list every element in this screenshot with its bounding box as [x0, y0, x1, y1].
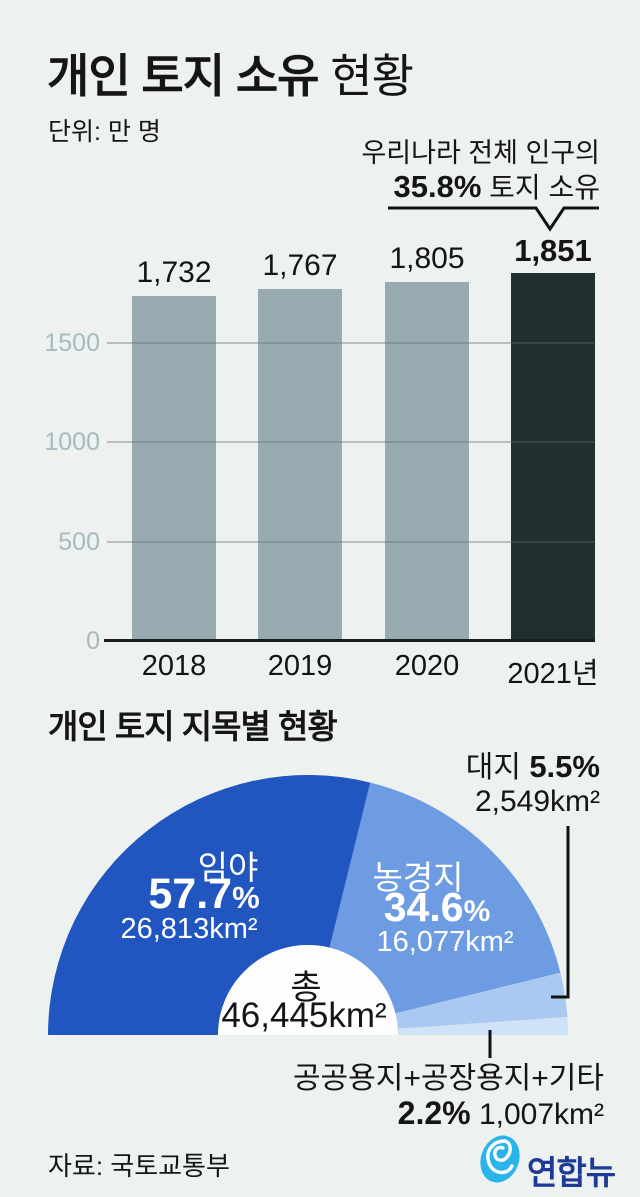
y-axis-tick-label: 0 [86, 627, 100, 655]
annotation-line2: 35.8% 토지 소유 [361, 171, 600, 204]
annotation-pct: 35.8 [393, 169, 454, 204]
gridline-1000 [107, 441, 594, 443]
page-title: 개인 토지 소유 현황 [47, 40, 414, 106]
bar-value-label: 1,767 [262, 249, 338, 283]
slice-imya-pct-num: 57.7 [148, 870, 233, 918]
annotation-line1: 우리나라 전체 인구의 [361, 138, 600, 168]
unit-label: 단위: 만 명 [48, 118, 161, 146]
page-title-rest: 현황 [318, 50, 414, 102]
x-axis-label: 2019 [267, 650, 333, 682]
bar-2021년 [511, 272, 595, 641]
slice-imya-pct: 57.7% [148, 870, 259, 919]
bar-2020 [385, 281, 469, 641]
slice-imya-area: 26,813km² [120, 913, 258, 945]
slice-imya-pct-sign: % [232, 880, 260, 915]
population-annotation: 우리나라 전체 인구의 35.8% 토지 소유 [361, 137, 600, 204]
donut-center-value: 46,445km² [221, 996, 387, 1035]
annotation-pointer-line [388, 206, 599, 232]
slice-nong-area: 16,077km² [376, 926, 514, 958]
slice-daeji-area: 2,549km² [474, 785, 600, 818]
slice-etc-pct: 2.2 [397, 1095, 443, 1131]
slice-nong-pct-num: 34.6 [383, 884, 464, 930]
page-title-strong: 개인 토지 소유 [47, 50, 319, 102]
slice-daeji-name: 대지 [465, 751, 521, 784]
slice-etc-line2: 2.2% 1,007km² [293, 1096, 604, 1132]
donut-center-label: 총 [290, 969, 322, 1007]
pie-slice-대지 [395, 972, 568, 1029]
source-label: 자료: 국토교통부 [48, 1151, 230, 1181]
y-axis-tick-label: 500 [58, 527, 100, 556]
x-axis-label: 2021년 [507, 658, 599, 690]
daeji-callout-line [551, 826, 570, 999]
x-axis-label: 2020 [394, 650, 460, 682]
x-axis-baseline [104, 639, 595, 642]
y-axis-tick-label: 1500 [44, 328, 100, 357]
bar-value-label: 1,732 [136, 256, 212, 290]
slice-nong-pct: 34.6% [384, 884, 491, 931]
slice-nong-pct-sign: % [463, 895, 491, 928]
annotation-pct-sign: % [453, 169, 482, 204]
section2-title: 개인 토지 지목별 현황 [48, 708, 338, 745]
slice-etc-name: 공공용지+공장용지+기타 [292, 1062, 604, 1095]
slice-daeji-pct: 5.5 [529, 749, 573, 784]
slice-daeji-line1: 대지 5.5% [466, 750, 600, 785]
gridline-1500 [107, 341, 594, 344]
yonhap-logo-text: 연합뉴스 [527, 1154, 616, 1191]
pie-slice-공공용지+공장용지+기타 [397, 1017, 569, 1035]
slice-etc-label: 공공용지+공장용지+기타 2.2% 1,007km² [293, 1061, 604, 1132]
bar-value-label: 1,805 [389, 241, 465, 275]
annotation-suffix: 토지 소유 [481, 172, 600, 203]
slice-daeji-label: 대지 5.5% 2,549km² [466, 750, 600, 819]
slice-etc-pct-sign: % [442, 1095, 471, 1131]
x-axis-label: 2018 [141, 650, 207, 682]
gridline-500 [107, 540, 594, 543]
slice-imya-name: 임야 [197, 849, 259, 886]
y-axis-tick-label: 1000 [44, 428, 100, 456]
slice-nong-name: 농경지 [372, 859, 464, 896]
yonhap-logo-icon [480, 1135, 520, 1183]
bar-2018 [132, 296, 216, 641]
bar-2019 [258, 289, 342, 641]
slice-daeji-pct-sign: % [572, 749, 600, 784]
bar-value-label: 1,851 [514, 232, 592, 268]
slice-etc-area: 1,007km² [478, 1098, 604, 1131]
